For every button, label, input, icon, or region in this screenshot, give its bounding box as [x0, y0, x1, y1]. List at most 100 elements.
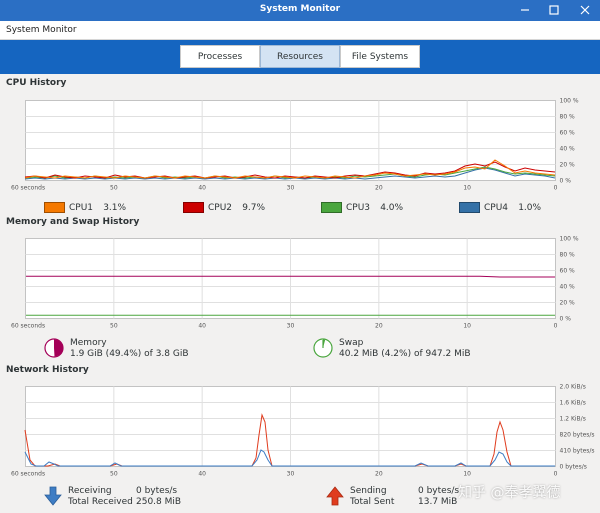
cpu2-label: CPU2: [208, 202, 233, 213]
receiving-rate: 0 bytes/s: [136, 486, 178, 496]
swap-info: Swap 40.2 MiB (4.2%) of 947.2 MiB: [313, 338, 471, 360]
memory-x-tick-label: 60 seconds: [11, 323, 45, 330]
sending-rate: 0 bytes/s: [418, 486, 460, 496]
cpu3-legend: CPU3 4.0%: [321, 198, 403, 217]
network-y-tick-label: 1.2 KiB/s: [560, 416, 586, 423]
memory-y-tick-label: 40 %: [560, 284, 576, 291]
cpu3-value: 4.0%: [380, 202, 404, 213]
tab-processes[interactable]: Processes: [180, 45, 260, 68]
network-y-tick-label: 410 bytes/s: [560, 448, 595, 455]
memory-y-tick-label: 100 %: [560, 236, 579, 243]
memory-y-tick-label: 80 %: [560, 252, 576, 259]
arrow-up-icon[interactable]: [326, 486, 344, 506]
network-grid: 2.0 KiB/s 1.6 KiB/s 1.2 KiB/s 820 bytes/s 41…: [11, 384, 595, 478]
cpu-x-tick-label: 50: [110, 185, 118, 192]
network-y-tick-label: 1.6 KiB/s: [560, 400, 586, 407]
app-menubar: System Monitor: [0, 21, 600, 40]
cpu-history-graph: 100 % 80 % 60 % 40 % 20 % 0 % 60 seconds 50 40 30…: [11, 98, 579, 192]
total-received-value: 250.8 MiB: [136, 497, 182, 507]
memory-y-tick-label: 60 %: [560, 268, 576, 275]
cpu-x-tick-label: 60 seconds: [11, 185, 45, 192]
network-x-tick-label: 60 seconds: [11, 471, 45, 478]
swap-label: Swap: [339, 338, 364, 348]
receiving-info: Receiving 0 bytes/s Total Received 250.8…: [44, 486, 181, 508]
cpu-x-tick-label: 10: [463, 185, 471, 192]
memory-history-title: Memory and Swap History: [6, 217, 140, 227]
memory-info: Memory 1.9 GiB (49.4%) of 3.8 GiB: [44, 338, 189, 360]
cpu-y-tick-label: 80 %: [560, 114, 576, 121]
cpu1-line: [24, 159, 556, 179]
memory-pie-icon[interactable]: [44, 338, 64, 358]
cpu3-color-swatch[interactable]: [321, 202, 342, 213]
total-sent-label: Total Sent: [350, 497, 395, 507]
network-x-tick-label: 40: [198, 471, 206, 478]
network-history-title: Network History: [6, 365, 89, 375]
memory-x-tick-label: 30: [287, 323, 295, 330]
memory-x-tick-label: 40: [198, 323, 206, 330]
tab-file-systems[interactable]: File Systems: [340, 45, 420, 68]
memory-y-tick-label: 0 %: [560, 316, 572, 323]
network-history-graph: 2.0 KiB/s 1.6 KiB/s 1.2 KiB/s 820 bytes/s 41…: [11, 384, 595, 478]
cpu-history-title: CPU History: [6, 78, 67, 88]
network-x-tick-label: 50: [110, 471, 118, 478]
cpu2-color-swatch[interactable]: [183, 202, 204, 213]
tab-resources[interactable]: Resources: [260, 45, 340, 68]
minimize-button[interactable]: [517, 2, 533, 18]
network-y-tick-label: 2.0 KiB/s: [560, 384, 586, 391]
cpu2-line: [24, 161, 556, 179]
network-x-tick-label: 10: [463, 471, 471, 478]
cpu-y-tick-label: 0 %: [560, 178, 572, 185]
cpu4-color-swatch[interactable]: [459, 202, 480, 213]
cpu-y-tick-label: 20 %: [560, 162, 576, 169]
memory-grid: 100 % 80 % 60 % 40 % 20 % 0 % 60 seconds 50 40 30…: [11, 236, 579, 330]
network-x-tick-label: 20: [375, 471, 383, 478]
sending-info: Sending 0 bytes/s Total Sent 13.7 MiB: [326, 486, 459, 508]
cpu2-value: 9.7%: [242, 202, 266, 213]
receiving-line: [24, 449, 555, 467]
network-y-tick-label: 820 bytes/s: [560, 432, 595, 439]
maximize-icon: [549, 5, 559, 15]
receiving-label: Receiving: [68, 486, 112, 496]
view-tabs: Processes Resources File Systems: [180, 45, 420, 68]
total-received-label: Total Received: [68, 497, 133, 507]
cpu1-legend: CPU1 3.1%: [44, 198, 126, 217]
cpu-lines: [24, 159, 556, 180]
cpu-y-tick-label: 100 %: [560, 98, 579, 105]
cpu-x-tick-label: 30: [287, 185, 295, 192]
cpu1-label: CPU1: [69, 202, 94, 213]
cpu1-color-swatch[interactable]: [44, 202, 65, 213]
cpu-x-tick-label: 20: [375, 185, 383, 192]
memory-x-tick-label: 10: [463, 323, 471, 330]
cpu-grid: 100 % 80 % 60 % 40 % 20 % 0 % 60 seconds 50 40 30…: [11, 98, 579, 192]
memory-y-tick-label: 20 %: [560, 300, 576, 307]
window-title: System Monitor: [259, 4, 341, 14]
cpu4-legend: CPU4 1.0%: [459, 198, 541, 217]
swap-pie-icon[interactable]: [313, 338, 333, 358]
window-titlebar: System Monitor: [0, 0, 600, 21]
close-icon: [580, 5, 590, 15]
network-x-tick-label: 0: [554, 471, 558, 478]
minimize-icon: [521, 9, 529, 11]
sending-label: Sending: [350, 486, 387, 496]
cpu-x-tick-label: 0: [554, 185, 558, 192]
watermark-text: 知乎 @奉孝翼德: [458, 485, 561, 501]
arrow-down-icon[interactable]: [44, 486, 62, 506]
app-menu[interactable]: System Monitor: [6, 25, 77, 35]
cpu-legend: CPU1 3.1% CPU2 9.7% CPU3 4.0% CPU4 1.0%: [0, 198, 600, 213]
memory-label: Memory: [70, 338, 107, 348]
memory-line: [26, 275, 555, 278]
total-sent-value: 13.7 MiB: [418, 497, 458, 507]
cpu1-value: 3.1%: [103, 202, 127, 213]
cpu4-value: 1.0%: [518, 202, 542, 213]
maximize-button[interactable]: [546, 2, 562, 18]
cpu4-label: CPU4: [484, 202, 509, 213]
swap-detail: 40.2 MiB (4.2%) of 947.2 MiB: [339, 349, 471, 359]
network-y-tick-label: 0 bytes/s: [560, 464, 587, 471]
cpu-y-tick-label: 60 %: [560, 130, 576, 137]
memory-x-tick-label: 20: [375, 323, 383, 330]
network-x-tick-label: 30: [287, 471, 295, 478]
cpu-y-tick-label: 40 %: [560, 146, 576, 153]
close-button[interactable]: [577, 2, 593, 18]
memory-x-tick-label: 50: [110, 323, 118, 330]
memory-detail: 1.9 GiB (49.4%) of 3.8 GiB: [70, 349, 189, 359]
